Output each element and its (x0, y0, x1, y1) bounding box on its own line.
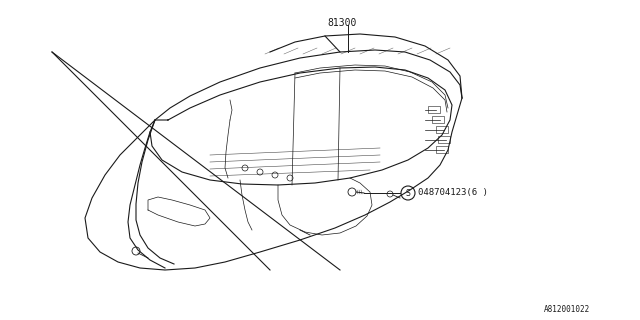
Text: A812001022: A812001022 (544, 305, 590, 314)
Text: 81300: 81300 (327, 18, 356, 28)
Text: 048704123(6 ): 048704123(6 ) (418, 188, 488, 197)
Text: S: S (406, 188, 410, 197)
